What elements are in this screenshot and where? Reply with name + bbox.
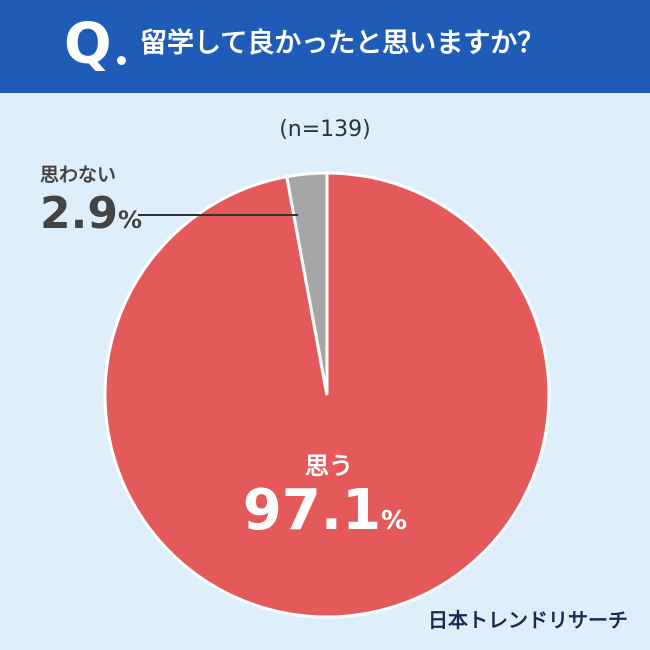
- no-slice-unit: %: [117, 206, 142, 234]
- brand-logo: 日本トレンドリサーチ: [428, 608, 628, 632]
- q-dot: [117, 56, 126, 65]
- no-slice-label: 思わない: [40, 164, 117, 186]
- header-bar: Q 留学して良かったと思いますか？: [0, 0, 650, 93]
- sample-size: (n=139): [279, 117, 371, 142]
- no-slice-number: 2.9: [40, 188, 118, 239]
- leader-line: [138, 214, 298, 216]
- yes-slice-label: 思う: [305, 452, 353, 480]
- pie-slice-no: [285, 171, 329, 396]
- yes-slice-value: 97.1%: [0, 478, 650, 543]
- yes-slice-number: 97.1: [242, 478, 382, 543]
- yes-slice-unit: %: [381, 506, 408, 536]
- question-title: 留学して良かったと思いますか？: [140, 28, 545, 59]
- q-letter: Q: [64, 12, 112, 77]
- no-slice-value: 2.9%: [40, 188, 142, 239]
